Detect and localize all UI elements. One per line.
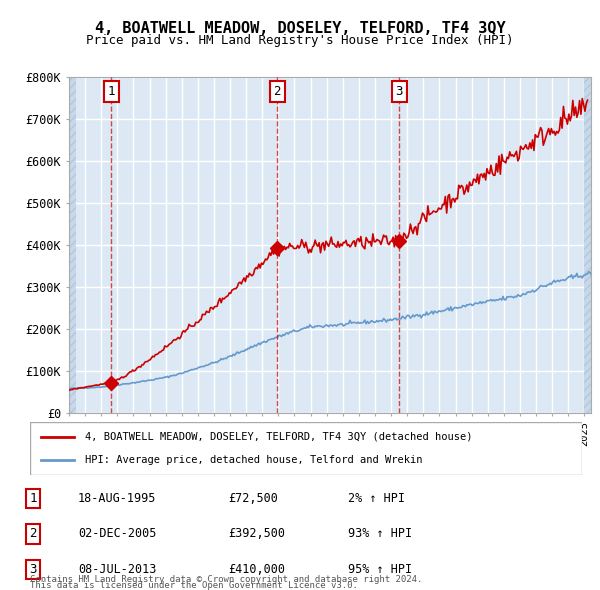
Text: 4, BOATWELL MEADOW, DOSELEY, TELFORD, TF4 3QY (detached house): 4, BOATWELL MEADOW, DOSELEY, TELFORD, TF… xyxy=(85,432,473,442)
Text: Price paid vs. HM Land Registry's House Price Index (HPI): Price paid vs. HM Land Registry's House … xyxy=(86,34,514,47)
Text: 2% ↑ HPI: 2% ↑ HPI xyxy=(348,492,405,505)
Text: 1: 1 xyxy=(107,85,115,98)
Text: 95% ↑ HPI: 95% ↑ HPI xyxy=(348,563,412,576)
Bar xyxy=(69,77,76,413)
Text: £72,500: £72,500 xyxy=(228,492,278,505)
Bar xyxy=(584,77,591,413)
Text: 02-DEC-2005: 02-DEC-2005 xyxy=(78,527,157,540)
Text: 1: 1 xyxy=(29,492,37,505)
Text: 3: 3 xyxy=(29,563,37,576)
Text: £392,500: £392,500 xyxy=(228,527,285,540)
Text: HPI: Average price, detached house, Telford and Wrekin: HPI: Average price, detached house, Telf… xyxy=(85,455,422,465)
Text: 2: 2 xyxy=(273,85,281,98)
Text: 3: 3 xyxy=(395,85,403,98)
Text: 18-AUG-1995: 18-AUG-1995 xyxy=(78,492,157,505)
Text: 2: 2 xyxy=(29,527,37,540)
Text: Contains HM Land Registry data © Crown copyright and database right 2024.: Contains HM Land Registry data © Crown c… xyxy=(30,575,422,584)
Text: 93% ↑ HPI: 93% ↑ HPI xyxy=(348,527,412,540)
Text: This data is licensed under the Open Government Licence v3.0.: This data is licensed under the Open Gov… xyxy=(30,581,358,590)
FancyBboxPatch shape xyxy=(30,422,582,475)
Text: 4, BOATWELL MEADOW, DOSELEY, TELFORD, TF4 3QY: 4, BOATWELL MEADOW, DOSELEY, TELFORD, TF… xyxy=(95,21,505,35)
Text: £410,000: £410,000 xyxy=(228,563,285,576)
Text: 08-JUL-2013: 08-JUL-2013 xyxy=(78,563,157,576)
